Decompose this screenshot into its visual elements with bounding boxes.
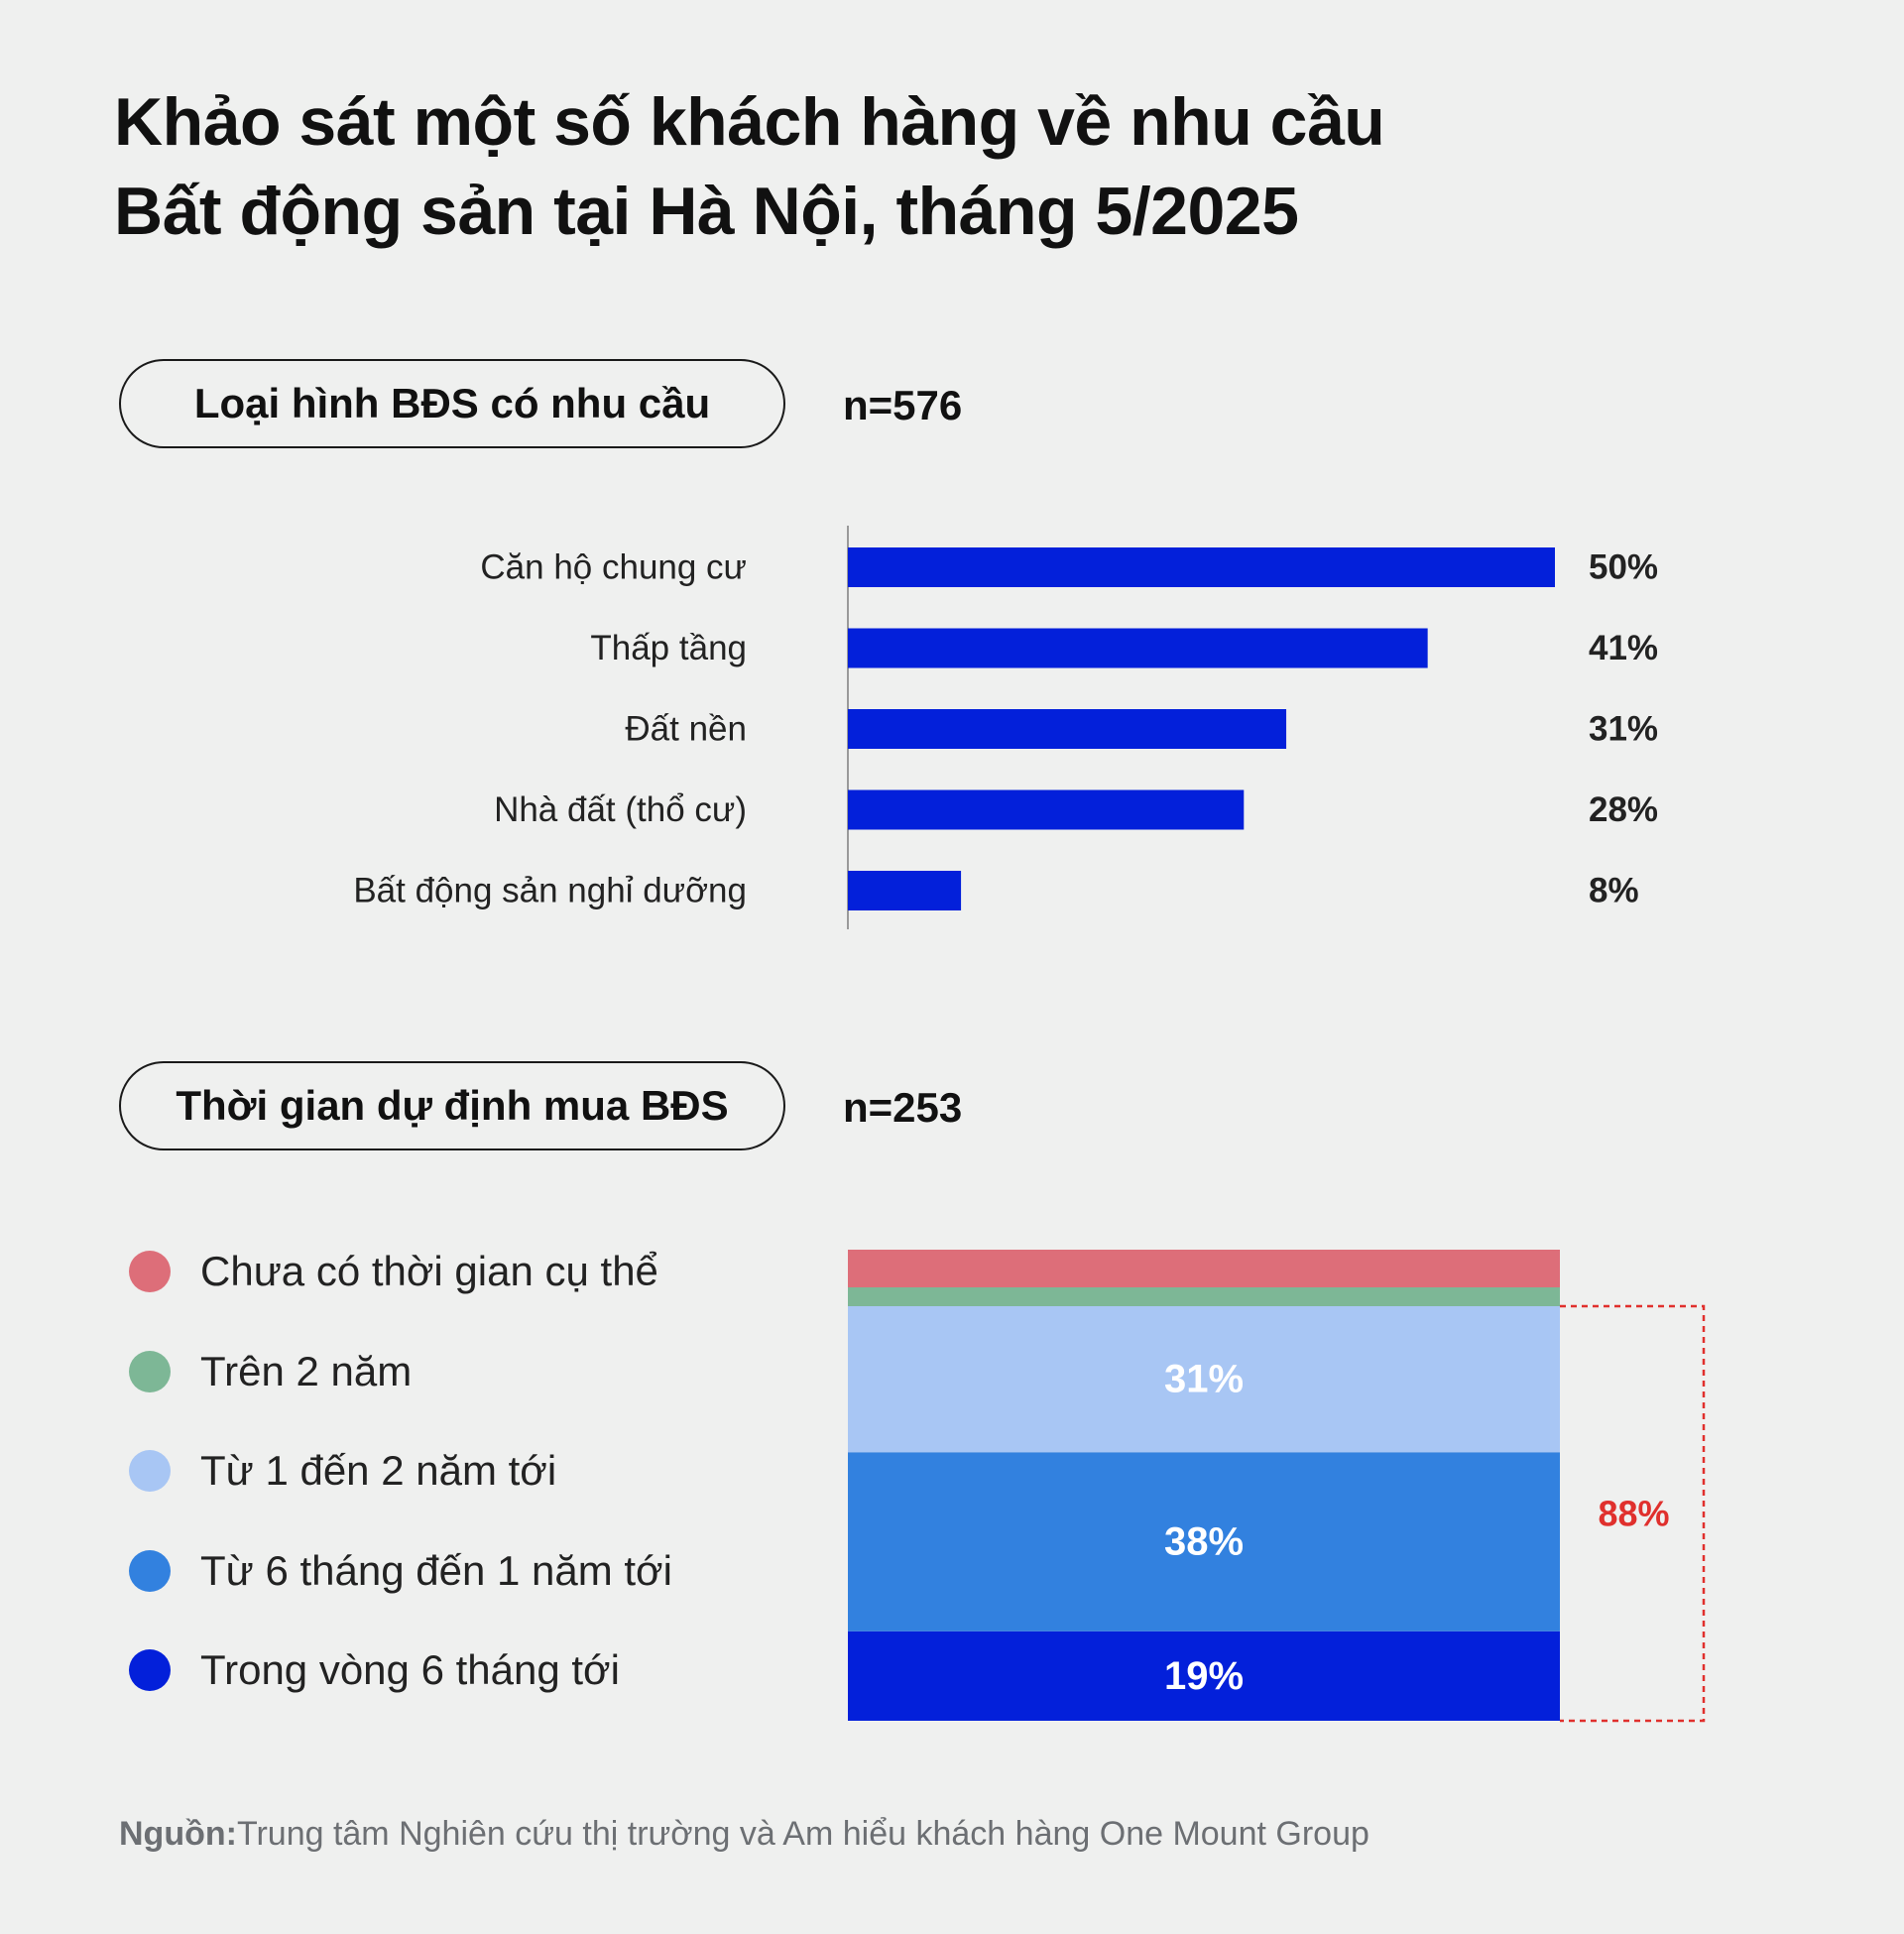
bar [848, 709, 1287, 749]
bracket-label: 88% [1598, 1494, 1669, 1534]
legend-swatch [129, 1549, 171, 1592]
bar-category-label: Đất nền [625, 710, 747, 749]
bar [848, 871, 962, 910]
legend-item: Từ 1 đến 2 năm tới [129, 1447, 557, 1494]
stack-segment [848, 1631, 1560, 1721]
legend-item: Chưa có thời gian cụ thể [129, 1248, 658, 1294]
legend-label: Trong vòng 6 tháng tới [200, 1646, 620, 1693]
bar-value-label: 8% [1589, 872, 1639, 910]
legend-swatch [129, 1251, 171, 1292]
legend-label: Từ 6 tháng đến 1 năm tới [200, 1546, 672, 1594]
section2-sample-size: n=253 [843, 1084, 963, 1131]
stack-segment-label: 38% [1164, 1520, 1244, 1564]
legend-label: Trên 2 năm [200, 1347, 413, 1394]
bar-category-label: Nhà đất (thổ cư) [494, 790, 747, 829]
legend-label: Từ 1 đến 2 năm tới [200, 1447, 557, 1494]
stack-segment [848, 1287, 1560, 1306]
bar [848, 628, 1428, 668]
bar-value-label: 28% [1589, 790, 1658, 829]
bracket-88-percent [1560, 1304, 1706, 1723]
stack-segment [848, 1250, 1560, 1287]
bar-category-label: Thấp tầng [590, 629, 747, 667]
source-prefix: Nguồn: [119, 1815, 237, 1853]
bar-category-label: Bất động sản nghỉ dưỡng [353, 872, 747, 910]
stack-segment-label: 31% [1164, 1358, 1244, 1401]
section2-label-pill: Thời gian dự định mua BĐS [119, 1061, 785, 1150]
legend-swatch [129, 1450, 171, 1492]
legend-swatch [129, 1649, 171, 1691]
bar [848, 789, 1245, 830]
stack-segment [848, 1306, 1560, 1453]
source-note: Nguồn:Trung tâm Nghiên cứu thị trường và… [119, 1815, 1369, 1854]
bar-value-label: 41% [1589, 629, 1658, 667]
title-line-1: Khảo sát một số khách hàng về nhu cầu [114, 84, 1385, 160]
bar [848, 547, 1555, 587]
stack-segment-label: 19% [1164, 1654, 1244, 1698]
source-text: Trung tâm Nghiên cứu thị trường và Am hi… [236, 1815, 1369, 1853]
section1-label-pill: Loại hình BĐS có nhu cầu [119, 359, 785, 448]
bar-category-label: Căn hộ chung cư [480, 548, 747, 587]
legend-label: Chưa có thời gian cụ thể [200, 1248, 658, 1294]
legend-item: Trong vòng 6 tháng tới [129, 1646, 620, 1693]
section1-sample-size: n=576 [843, 382, 963, 428]
stack-segment [848, 1452, 1560, 1632]
legend-item: Từ 6 tháng đến 1 năm tới [129, 1546, 672, 1594]
bar-value-label: 50% [1589, 548, 1658, 587]
page-title: Khảo sát một số khách hàng về nhu cầu Bấ… [114, 77, 1385, 256]
legend-item: Trên 2 năm [129, 1347, 413, 1394]
title-line-2: Bất động sản tại Hà Nội, tháng 5/2025 [114, 174, 1299, 249]
bar-value-label: 31% [1589, 710, 1658, 749]
legend-swatch [129, 1350, 171, 1392]
